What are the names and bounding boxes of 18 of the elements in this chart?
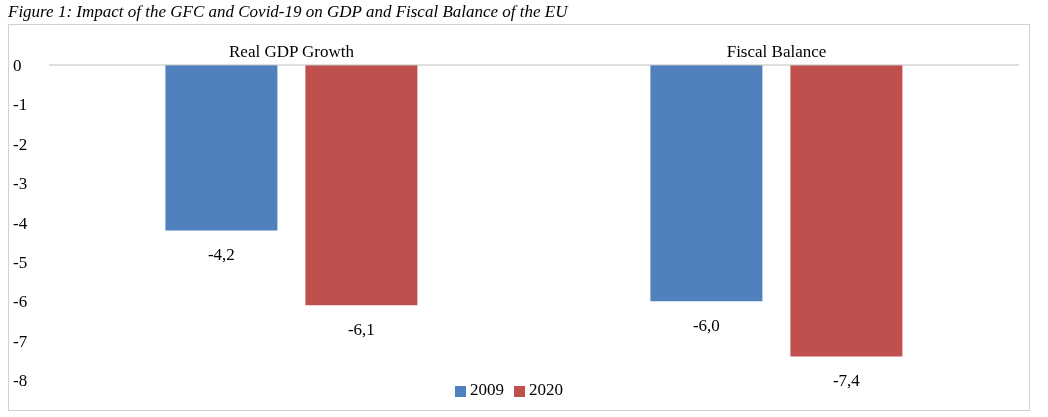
- chart-title: Figure 1: Impact of the GFC and Covid-19 on GDP and Fiscal Balance of the EU: [8, 2, 570, 22]
- y-tick-label: -6: [13, 292, 28, 312]
- legend-label: 2020: [529, 380, 563, 399]
- y-tick-label: -3: [13, 174, 28, 194]
- data-label: -6,1: [347, 320, 375, 340]
- data-label: -4,2: [207, 245, 235, 265]
- x-tick-label: Fiscal Balance: [726, 42, 827, 61]
- data-label: -7,4: [832, 371, 861, 391]
- x-tick-label: Real GDP Growth: [229, 42, 355, 61]
- y-tick-label: 0: [13, 56, 22, 76]
- y-tick-label: -2: [13, 134, 28, 154]
- y-tick-label: -4: [13, 213, 28, 233]
- legend-label: 2009: [470, 380, 504, 399]
- y-tick-label: -7: [13, 331, 28, 351]
- y-tick-label: -8: [13, 371, 28, 391]
- y-tick-label: -5: [13, 252, 28, 272]
- y-tick-label: -1: [13, 95, 28, 115]
- data-label: -6,0: [692, 316, 720, 336]
